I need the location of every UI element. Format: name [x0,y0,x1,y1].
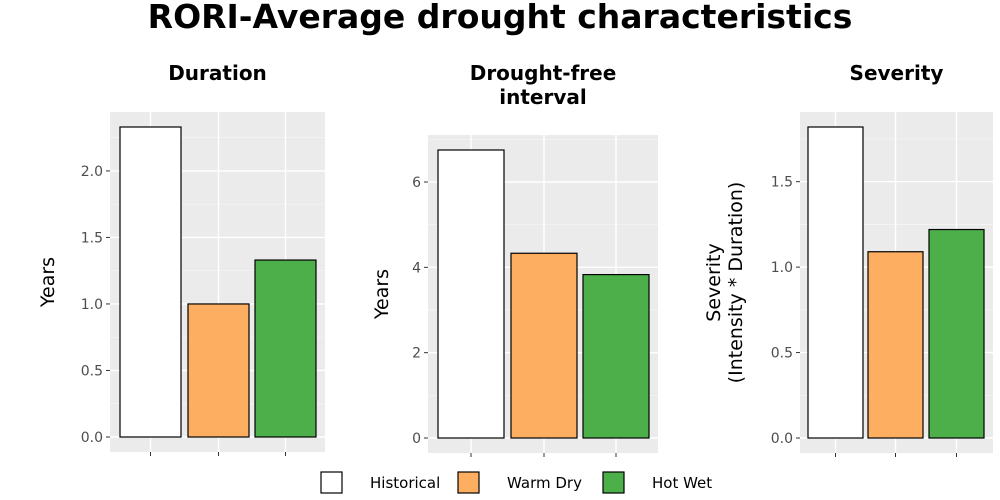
legend-item-hot-wet: Hot Wet [602,471,712,494]
bar-warm-dry [867,251,924,439]
y-tick-label: 0.5 [81,363,103,379]
legend: Historical Warm Dry Hot Wet [320,471,712,494]
y-tick-label: 0.0 [771,431,793,447]
y-tick-label: 0 [412,431,421,447]
y-tick-label: 1.0 [771,260,793,276]
bar-hot-wet [928,228,985,439]
panel-3: 0.0 0.5 1.0 1.5 Severity Severity(Intensity *… [703,61,993,457]
y-tick-label: 0.0 [81,430,103,446]
panels: 0.0 0.5 1.0 1.5 2.0 Duration Years 0 2 4 6 Drought-… [37,61,993,457]
y-tick-label: 1.5 [81,230,103,246]
bar-warm-dry [510,252,578,439]
bar-historical [807,126,864,439]
bar-historical [437,149,505,439]
panel-title: Drought-free interval [470,61,617,109]
bar-hot-wet [582,273,650,439]
y-tick-label: 1.0 [81,297,103,313]
y-tick-label: 6 [412,175,421,191]
legend-item-warm-dry: Warm Dry [457,471,582,494]
figure-title: RORI-Average drought characteristics [148,0,853,36]
bar-warm-dry [187,303,250,438]
panel-1: 0.0 0.5 1.0 1.5 2.0 Duration Years [37,61,325,456]
legend-swatch [602,471,625,494]
y-axis-label: Years [37,257,59,308]
legend-label: Historical [370,474,440,492]
y-tick-label: 4 [412,260,421,276]
y-axis-label: Severity(Intensity * Duration) [703,182,747,384]
panel-title: Severity [850,61,944,85]
y-tick-label: 0.5 [771,346,793,362]
panel-title: Duration [168,61,267,85]
legend-item-historical: Historical [320,471,440,494]
bar-hot-wet [254,259,317,438]
legend-swatch [457,471,480,494]
y-tick-label: 2.0 [81,164,103,180]
legend-label: Hot Wet [652,474,712,492]
bar-historical [119,126,182,438]
panel-2: 0 2 4 6 Drought-free interval Years [371,61,658,457]
y-axis-label: Years [371,269,393,320]
legend-label: Warm Dry [507,474,582,492]
y-tick-label: 2 [412,346,421,362]
legend-swatch [320,471,343,494]
y-tick-label: 1.5 [771,175,793,191]
